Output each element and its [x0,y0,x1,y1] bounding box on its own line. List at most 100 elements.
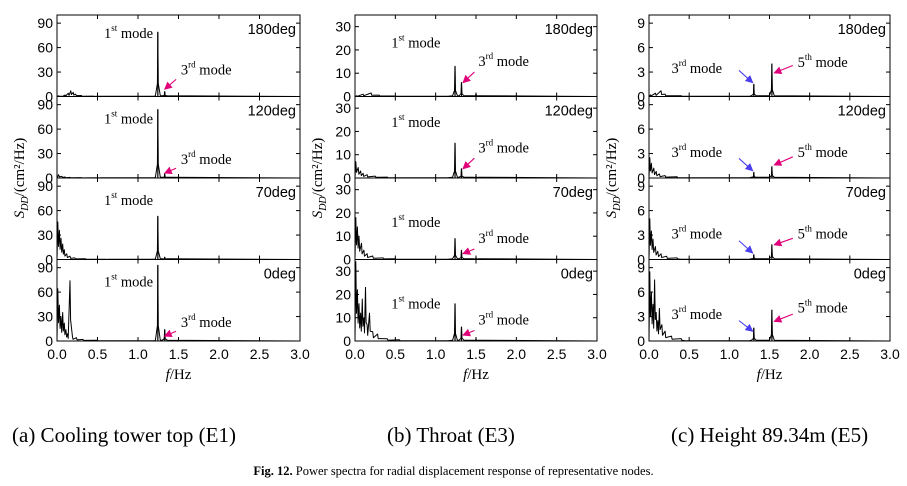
y-axis-label-unit: /(cm²/Hz) [12,138,28,197]
y-tick-label: 10 [335,147,351,163]
mode-annotation: 3rd mode [671,58,722,77]
x-tick-label: 2.0 [800,346,820,362]
mode-ordinal: rd [679,223,687,233]
y-axis-label: SDD/(cm²/Hz) [310,138,329,219]
y-axis-label-unit: /(cm²/Hz) [310,138,326,197]
mode-number: 5 [798,55,805,71]
mode-annotation: 3rd mode [671,304,722,323]
mode-ordinal: st [399,293,406,303]
y-tick-label: 0 [343,252,351,268]
x-tick-label: 0.5 [88,346,108,362]
mode-word: mode [493,313,529,329]
y-tick-label: 10 [335,228,351,244]
y-tick-label: 30 [37,309,53,325]
y-tick-label: 3 [637,227,645,243]
spectrum-line [648,63,891,97]
mode-number: 3 [181,315,188,331]
y-tick-label: 6 [637,203,645,219]
mode-annotation: 3rd mode [478,137,529,156]
y-tick-label: 30 [335,182,351,198]
mode-word: mode [117,26,153,42]
mode-number: 1 [391,215,398,231]
y-tick-label: 0 [637,252,645,268]
mode-word: mode [686,307,722,323]
mode-number: 3 [478,313,485,329]
angle-label: 70deg [553,185,593,201]
figure-caption: Fig. 12. Power spectra for radial displa… [0,464,907,479]
y-tick-label: 60 [37,284,53,300]
annotation-arrow [163,166,177,175]
mode-number: 3 [478,231,485,247]
subtitle-b: (b) Throat (E3) [387,423,515,447]
mode-word: mode [405,296,441,312]
y-tick-label: 90 [37,178,53,194]
mode-ordinal: st [111,190,118,200]
x-tick-label: 1.0 [128,346,148,362]
mode-word: mode [405,215,441,231]
mode-annotation: 1st mode [104,23,153,42]
mode-ordinal: rd [188,312,196,322]
x-tick-label: 1.0 [720,346,740,362]
mode-annotation: 1st mode [391,112,440,131]
annotation-arrow [462,71,475,84]
y-tick-label: 90 [37,260,53,276]
mode-number: 3 [671,307,678,323]
x-tick-label: 2.0 [209,346,229,362]
x-tick-label: 0.5 [679,346,699,362]
annotation-arrow [462,328,475,337]
y-tick-label: 30 [335,19,351,35]
x-tick-label: 0.5 [386,346,406,362]
mode-annotation: 5th mode [798,223,848,242]
y-tick-label: 30 [335,263,351,279]
x-axis-label-unit: /Hz [170,367,192,383]
y-tick-label: 20 [335,42,351,58]
y-tick-label: 0 [637,333,645,349]
mode-ordinal: rd [188,149,196,159]
x-tick-label: 2.5 [547,346,567,362]
spectrum-line [354,65,598,97]
subtitle-a: (a) Cooling tower top (E1) [12,423,236,447]
angle-label: 0deg [561,267,593,283]
y-tick-label: 0 [343,333,351,349]
x-tick-label: 2.0 [507,346,527,362]
annotation-arrow [773,237,793,247]
mode-word: mode [812,226,848,242]
y-tick-label: 3 [637,309,645,325]
y-tick-label: 9 [637,260,645,276]
y-axis-label-unit: /(cm²/Hz) [604,138,620,197]
y-tick-label: 0 [45,170,53,186]
annotation-arrow [773,156,794,166]
mode-number: 1 [391,115,398,131]
x-axis-label-unit: /Hz [467,367,489,383]
y-axis-label: SDD/(cm²/Hz) [12,138,31,219]
spectrum-line [56,215,301,260]
mode-annotation: 5th mode [798,52,848,71]
angle-label: 180deg [545,22,593,38]
mode-number: 3 [671,145,678,161]
x-tick-label: 0.0 [47,346,67,362]
x-tick-label: 1.5 [760,346,780,362]
y-tick-label: 3 [637,64,645,80]
mode-word: mode [493,231,529,247]
annotation-arrow [163,329,177,338]
mode-ordinal: st [111,23,118,33]
angle-label: 180deg [838,22,886,38]
mode-annotation: 3rd mode [478,228,529,247]
mode-number: 1 [391,36,398,52]
x-tick-label: 0.0 [639,346,659,362]
mode-number: 1 [104,274,111,290]
mode-word: mode [196,62,232,78]
mode-ordinal: rd [486,137,494,147]
y-tick-label: 60 [37,40,53,56]
y-tick-label: 0 [637,89,645,105]
y-tick-label: 10 [335,65,351,81]
mode-ordinal: rd [486,51,494,61]
mode-number: 5 [798,145,805,161]
mode-ordinal: rd [486,228,494,238]
